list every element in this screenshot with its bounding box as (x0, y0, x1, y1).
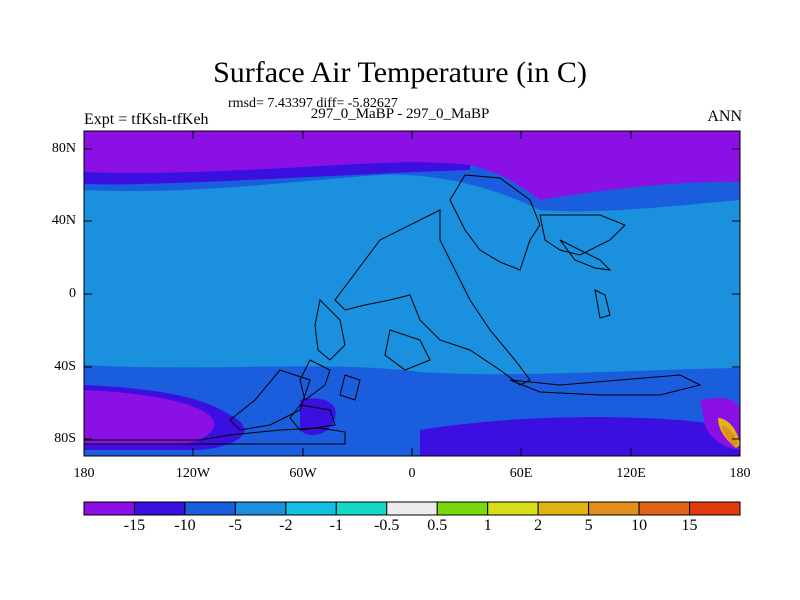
colorbar-swatch (537, 501, 590, 516)
colorbar (83, 501, 741, 516)
colorbar-swatch (83, 501, 135, 516)
temperature-field (84, 131, 740, 456)
colorbar-label: -10 (174, 517, 196, 534)
x-tick-label: 0 (408, 466, 416, 481)
colorbar-swatch (638, 501, 691, 516)
colorbar-swatch (234, 501, 287, 516)
run-names: 297_0_MaBP - 297_0_MaBP (310, 106, 490, 122)
y-tick-label: 40N (51, 213, 76, 228)
plot-title: Surface Air Temperature (in C) (213, 56, 587, 89)
colorbar-label: -5 (228, 517, 243, 534)
x-tick-label: 120E (616, 466, 646, 481)
colorbar-label: -0.5 (374, 517, 400, 534)
y-tick-label: 40S (54, 359, 76, 374)
stats-text: rmsd= 7.43397 diff= -5.82627 (228, 96, 398, 111)
x-tick-label: 180 (729, 466, 751, 481)
y-ticks (84, 148, 740, 440)
y-tick-label: 80S (54, 431, 76, 446)
colorbar-swatch (487, 501, 539, 516)
colorbar-swatch (436, 501, 489, 516)
colorbar-swatch (285, 501, 337, 516)
y-tick-label: 80N (51, 141, 76, 156)
colorbar-label: -15 (123, 517, 146, 534)
colorbar-label: 15 (681, 517, 698, 534)
season-label: ANN (707, 108, 742, 125)
colorbar-label: 5 (584, 517, 593, 534)
experiment-label: Expt = tfKsh-tfKeh (84, 111, 209, 128)
colorbar-label: 1 (483, 517, 492, 534)
x-tick-label: 180 (73, 466, 95, 481)
colorbar-label: -1 (329, 517, 343, 534)
x-ticks (83, 131, 741, 456)
x-tick-label: 120W (175, 466, 211, 481)
x-tick-label: 60W (289, 466, 317, 481)
colorbar-label: 10 (631, 517, 648, 534)
colorbar-label: 2 (534, 517, 543, 534)
y-tick-label: 0 (69, 286, 76, 301)
colorbar-swatch (133, 501, 186, 516)
colorbar-label: 0.5 (427, 517, 448, 534)
colorbar-label: -2 (279, 517, 293, 534)
colorbar-swatch (386, 501, 438, 516)
colorbar-swatch (184, 501, 236, 516)
colorbar-swatch (335, 501, 388, 516)
colorbar-swatch (689, 501, 741, 516)
coastlines (84, 174, 702, 445)
colorbar-swatch (588, 501, 640, 516)
x-tick-label: 60E (509, 466, 533, 481)
